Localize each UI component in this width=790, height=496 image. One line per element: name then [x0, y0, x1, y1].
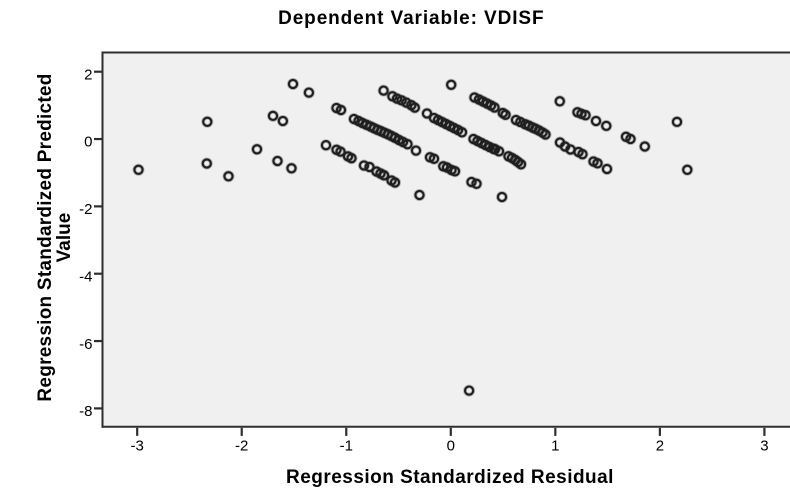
svg-text:0: 0	[84, 134, 92, 151]
svg-text:0: 0	[447, 437, 455, 454]
svg-text:-2: -2	[79, 201, 92, 218]
svg-text:2: 2	[84, 66, 92, 83]
svg-text:1: 1	[551, 437, 559, 454]
svg-text:-1: -1	[340, 437, 353, 454]
svg-text:Value: Value	[54, 213, 75, 263]
svg-text:Regression Standardized Predic: Regression Standardized Predicted	[35, 73, 56, 401]
svg-text:2: 2	[656, 437, 664, 454]
svg-text:-8: -8	[79, 403, 92, 420]
svg-text:3: 3	[760, 437, 768, 454]
svg-text:-6: -6	[79, 336, 92, 353]
svg-text:Dependent Variable: VDISF: Dependent Variable: VDISF	[278, 8, 544, 29]
svg-text:-4: -4	[79, 268, 92, 285]
svg-text:Regression Standardized Residu: Regression Standardized Residual	[286, 467, 614, 488]
svg-text:-3: -3	[131, 437, 144, 454]
svg-text:-2: -2	[235, 437, 248, 454]
